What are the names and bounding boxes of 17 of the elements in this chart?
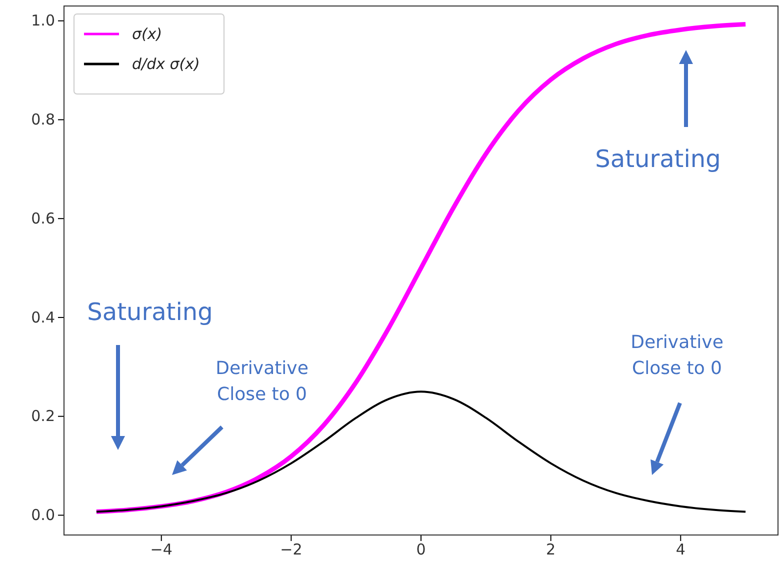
x-tick-label: −2 bbox=[280, 540, 302, 559]
annotation: Saturating bbox=[595, 145, 721, 173]
y-tick-label: 1.0 bbox=[31, 12, 55, 30]
x-tick-label: 2 bbox=[546, 540, 556, 559]
annotation: Saturating bbox=[87, 298, 213, 326]
y-tick-label: 0.6 bbox=[31, 209, 55, 228]
legend-label: σ(x) bbox=[132, 25, 162, 43]
y-tick-label: 0.8 bbox=[31, 110, 55, 129]
annotation: Derivative Close to 0 bbox=[630, 332, 724, 380]
x-tick-label: −4 bbox=[150, 540, 172, 559]
x-tick-label: 4 bbox=[676, 540, 686, 559]
y-tick-label: 0.0 bbox=[31, 506, 55, 524]
annotation: Derivative Close to 0 bbox=[216, 358, 308, 406]
y-tick-label: 0.2 bbox=[31, 407, 55, 426]
x-tick-label: 0 bbox=[416, 540, 426, 559]
y-tick-label: 0.4 bbox=[31, 308, 55, 326]
legend-label: d/dx σ(x) bbox=[132, 55, 200, 73]
